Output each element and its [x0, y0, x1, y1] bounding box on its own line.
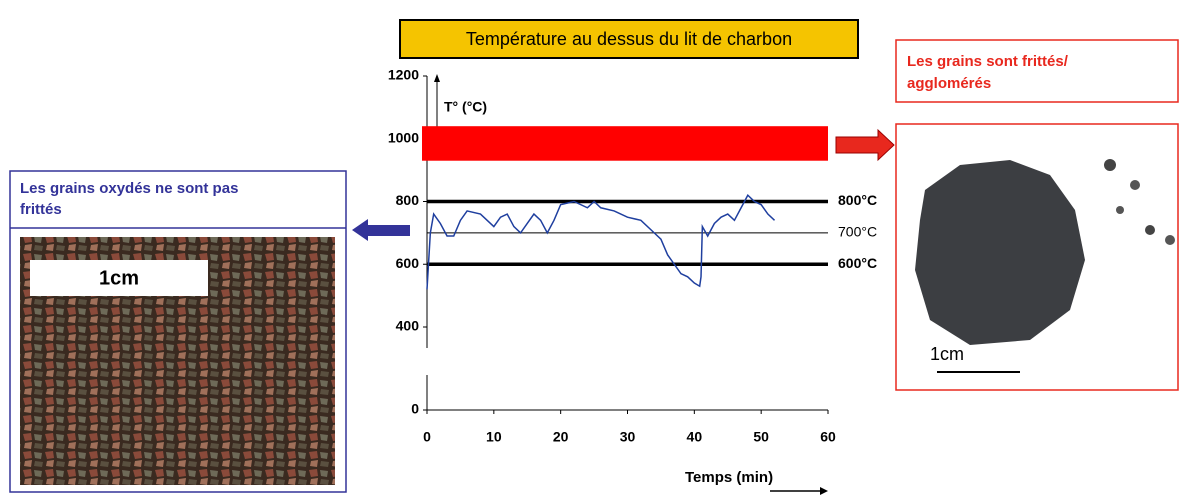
- panel-frame: [9, 170, 347, 493]
- x-tick-label: 50: [753, 429, 769, 445]
- reference-label: 700°C: [838, 224, 877, 240]
- title-box: [399, 19, 859, 59]
- photo-grain: [1145, 225, 1155, 235]
- y-tick-label: 1000: [388, 129, 419, 145]
- panel-title: frittés: [20, 201, 62, 218]
- panel-frame: [895, 39, 1179, 103]
- panel-title: Les grains sont frittés/: [907, 53, 1069, 70]
- photo-grain: [1165, 235, 1175, 245]
- x-tick-label: 0: [423, 429, 431, 445]
- arrow-right: [835, 128, 895, 162]
- photo-grain: [1130, 180, 1140, 190]
- photo-grain: [1104, 159, 1116, 171]
- right-panel: Les grains sont frittés/ agglomérés 1cm: [895, 39, 1179, 391]
- x-tick-label: 30: [620, 429, 636, 445]
- x-tick-label: 20: [553, 429, 569, 445]
- x-arrow-head: [820, 487, 828, 495]
- y-arrow-head: [434, 74, 440, 82]
- left-panel: Les grains oxydés ne sont pas frittés 1c…: [9, 170, 347, 493]
- photo-grain: [1116, 206, 1124, 214]
- x-tick-label: 40: [687, 429, 703, 445]
- reference-label: 600°C: [838, 255, 877, 271]
- hot-band: [422, 126, 828, 161]
- y-tick-label: 600: [396, 255, 420, 271]
- x-tick-label: 10: [486, 429, 502, 445]
- scale-label: 1cm: [99, 267, 139, 289]
- scale-box: [30, 260, 208, 296]
- y-axis-label: T° (°C): [444, 99, 487, 115]
- panel-title: Les grains oxydés ne sont pas: [20, 180, 238, 197]
- x-axis-label: Temps (min): [685, 469, 773, 486]
- y-tick-label: 400: [396, 318, 420, 334]
- y-tick-label: 800: [396, 192, 420, 208]
- reference-label: 800°C: [838, 192, 877, 208]
- scale-label: 1cm: [930, 344, 964, 364]
- y-tick-label: 1200: [388, 67, 419, 83]
- temperature-line: [426, 194, 776, 290]
- arrow-left: [352, 219, 410, 241]
- chart-title: Température au dessus du lit de charbon: [466, 29, 792, 49]
- y-tick-label: 0: [411, 401, 419, 417]
- x-tick-label: 60: [820, 429, 836, 445]
- photo-clinker: [915, 160, 1085, 345]
- panel-title: agglomérés: [907, 75, 991, 92]
